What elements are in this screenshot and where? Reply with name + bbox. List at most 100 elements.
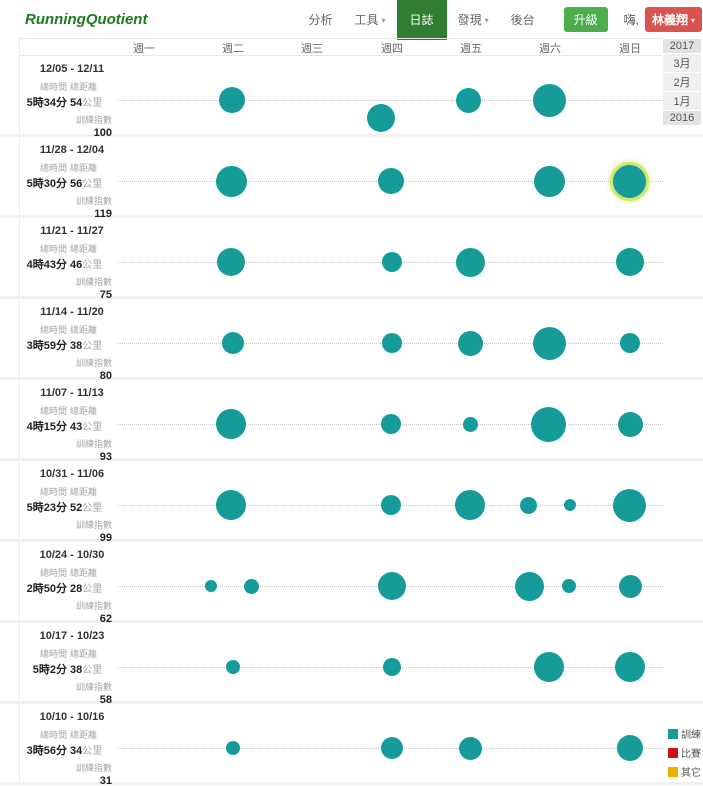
workout-bubble[interactable]: [533, 165, 565, 197]
day-header-sat: 週六: [539, 43, 561, 55]
legend-item-training: 訓練: [668, 726, 701, 741]
week-rows-container: 12/05 - 12/11 總時間 總距離 5時34分 54公里 訓練指數 10…: [0, 56, 703, 787]
workout-bubble[interactable]: [532, 326, 566, 360]
nav-item-analysis[interactable]: 分析: [308, 12, 333, 27]
total-time-value: 5時2分: [32, 664, 67, 676]
week-summary: 11/21 - 11/27 總時間 總距離 4時43分 46公里 訓練指數 75: [24, 225, 120, 301]
workout-bubble[interactable]: [530, 406, 566, 442]
week-summary: 10/17 - 10/23 總時間 總距離 5時2分 38公里 訓練指數 58: [24, 630, 120, 706]
year-nav-2017[interactable]: 2017: [663, 39, 701, 53]
workout-bubble[interactable]: [215, 165, 247, 197]
workout-bubble[interactable]: [616, 248, 644, 276]
month-nav-jan[interactable]: 1月: [663, 92, 701, 110]
workout-bubble[interactable]: [532, 83, 566, 117]
brand-logo[interactable]: RunningQuotient: [25, 10, 148, 28]
week-summary: 11/28 - 12/04 總時間 總距離 5時30分 56公里 訓練指數 11…: [24, 144, 120, 220]
km-unit: 公里: [82, 422, 103, 433]
workout-bubble[interactable]: [381, 737, 403, 759]
workout-bubble[interactable]: [217, 248, 245, 276]
workout-bubble[interactable]: [382, 252, 402, 272]
week-row: 10/24 - 10/30 總時間 總距離 2時50分 28公里 訓練指數 62: [0, 542, 703, 625]
week-date-range: 11/07 - 11/13: [40, 387, 104, 399]
km-unit: 公里: [82, 260, 103, 271]
workout-bubble[interactable]: [455, 87, 481, 113]
workout-bubble[interactable]: [564, 499, 576, 511]
total-distance-label: 總距離: [70, 568, 98, 578]
workout-bubble[interactable]: [534, 652, 564, 682]
total-distance-value: 54公里: [70, 97, 103, 109]
workout-bubble[interactable]: [455, 247, 485, 277]
nav-item-log[interactable]: 日誌: [396, 0, 447, 40]
week-date-range: 10/17 - 10/23: [39, 630, 105, 642]
workout-bubble[interactable]: [519, 496, 537, 514]
training-index-value: 80: [99, 370, 112, 382]
total-distance-value: 38公里: [70, 664, 103, 676]
workout-bubble[interactable]: [226, 660, 240, 674]
chevron-down-icon: ▾: [484, 15, 489, 25]
km-unit: 公里: [82, 98, 103, 109]
week-date-range: 11/21 - 11/27: [40, 225, 104, 237]
week-date-range: 10/24 - 10/30: [39, 549, 105, 561]
workout-bubble[interactable]: [609, 161, 649, 201]
training-index-value: 58: [99, 694, 112, 706]
workout-bubble[interactable]: [514, 571, 544, 601]
workout-bubble[interactable]: [219, 87, 245, 113]
km-unit: 公里: [82, 665, 103, 676]
chevron-down-icon: ▾: [690, 15, 695, 25]
workout-bubble[interactable]: [205, 580, 217, 592]
week-row: 11/21 - 11/27 總時間 總距離 4時43分 46公里 訓練指數 75: [0, 218, 703, 301]
workout-bubble[interactable]: [222, 332, 244, 354]
week-summary: 11/14 - 11/20 總時間 總距離 3時59分 38公里 訓練指數 80: [24, 306, 120, 382]
training-index-label: 訓練指數: [75, 115, 112, 125]
workout-bubble[interactable]: [378, 168, 404, 194]
workout-bubble[interactable]: [216, 490, 246, 520]
month-nav-mar[interactable]: 3月: [663, 54, 701, 72]
workout-bubble[interactable]: [455, 490, 485, 520]
workout-bubble[interactable]: [367, 104, 395, 132]
legend-swatch-training: [668, 728, 678, 739]
year-month-nav: 2017 3月 2月 1月 2016: [663, 39, 701, 126]
workout-bubble[interactable]: [381, 495, 401, 515]
workout-bubble[interactable]: [458, 736, 482, 760]
training-index-label: 訓練指數: [75, 277, 112, 287]
workout-bubble[interactable]: [462, 416, 478, 432]
workout-bubble[interactable]: [457, 330, 483, 356]
workout-bubble[interactable]: [618, 574, 642, 598]
workout-bubble[interactable]: [617, 735, 643, 761]
workout-bubble[interactable]: [562, 579, 576, 593]
day-header-sun: 週日: [619, 43, 641, 55]
user-menu-button[interactable]: 林義翔 ▾: [644, 6, 702, 32]
workout-bubble[interactable]: [216, 409, 246, 439]
legend-swatch-other: [668, 766, 678, 777]
week-date-range: 12/05 - 12/11: [39, 63, 105, 75]
workout-bubble[interactable]: [243, 578, 259, 594]
training-index-label: 訓練指數: [75, 682, 112, 692]
workout-bubble[interactable]: [382, 333, 402, 353]
nav-item-discover[interactable]: 發現 ▾: [457, 12, 489, 27]
training-index-label: 訓練指數: [75, 439, 112, 449]
km-unit: 公里: [82, 341, 103, 352]
total-time-label: 總時間: [39, 568, 67, 578]
week-summary: 11/07 - 11/13 總時間 總距離 4時15分 43公里 訓練指數 93: [24, 387, 120, 463]
training-index-label: 訓練指數: [75, 358, 112, 368]
total-distance-value: 43公里: [70, 421, 103, 433]
total-time-label: 總時間: [39, 163, 67, 173]
nav-item-tools[interactable]: 工具 ▾: [354, 12, 386, 27]
workout-bubble[interactable]: [383, 658, 401, 676]
training-index-label: 訓練指數: [75, 763, 112, 773]
workout-bubble[interactable]: [381, 414, 401, 434]
nav-item-backend[interactable]: 後台: [510, 12, 535, 27]
workout-bubble[interactable]: [620, 333, 640, 353]
training-index-value: 119: [94, 208, 112, 220]
year-nav-2016[interactable]: 2016: [663, 111, 701, 125]
week-row: 11/28 - 12/04 總時間 總距離 5時30分 56公里 訓練指數 11…: [0, 137, 703, 220]
month-nav-feb[interactable]: 2月: [663, 73, 701, 91]
workout-bubble[interactable]: [615, 652, 645, 682]
week-baseline: [118, 100, 663, 101]
workout-bubble[interactable]: [612, 488, 646, 522]
workout-bubble[interactable]: [378, 572, 406, 600]
total-distance-value: 28公里: [70, 583, 103, 595]
upgrade-button[interactable]: 升級: [563, 6, 608, 32]
workout-bubble[interactable]: [617, 411, 643, 437]
workout-bubble[interactable]: [226, 741, 240, 755]
